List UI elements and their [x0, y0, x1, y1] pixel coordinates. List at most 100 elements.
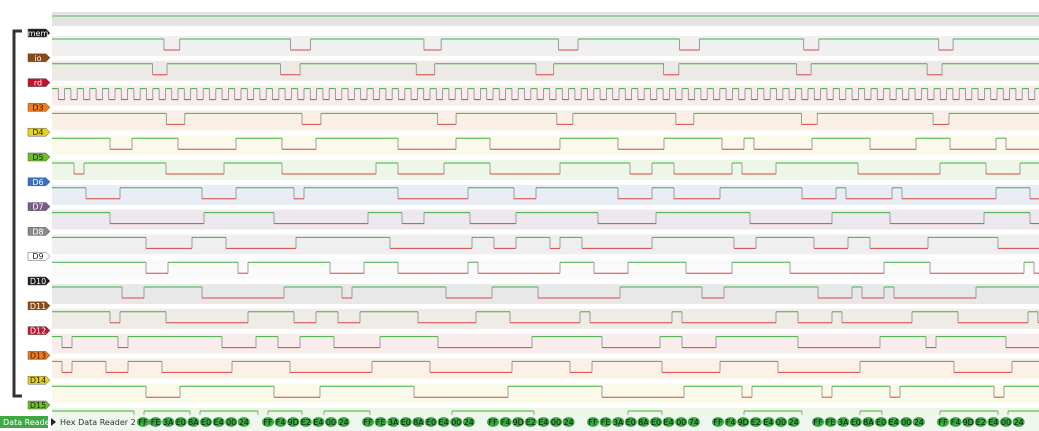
byte-cell	[487, 417, 499, 427]
channel-label: D4	[32, 128, 43, 137]
byte-cell	[724, 417, 737, 427]
channel-band	[52, 358, 1039, 379]
byte-cell	[149, 417, 162, 427]
analyzer-value-label: Hex Data Reader 2 Value	[60, 418, 160, 427]
byte-cell	[512, 417, 525, 427]
analyzer-tag	[0, 416, 48, 428]
byte-value: F4	[276, 418, 286, 427]
channel-tag	[27, 375, 51, 385]
byte-value: E0	[651, 418, 661, 427]
byte-cell	[624, 417, 637, 427]
byte-cell	[712, 417, 724, 427]
byte-value: 24	[789, 418, 799, 427]
byte-value: E0	[626, 418, 636, 427]
channel-label: D7	[32, 203, 43, 212]
byte-cell	[437, 417, 450, 427]
byte-value: 24	[239, 418, 249, 427]
byte-cell	[137, 417, 149, 427]
channel-tag	[27, 78, 51, 87]
expand-arrow[interactable]	[51, 418, 56, 426]
channel-tag	[27, 28, 51, 38]
byte-cell	[900, 417, 913, 427]
byte-cell	[937, 417, 949, 427]
byte-value: E0	[176, 418, 186, 427]
byte-cell	[337, 417, 350, 427]
byte-value: FE	[376, 418, 386, 427]
byte-value: E0	[876, 418, 886, 427]
byte-value: E4	[664, 418, 674, 427]
byte-cell	[325, 417, 337, 427]
byte-cell	[662, 417, 675, 427]
byte-cell	[387, 417, 400, 427]
channel-tag	[27, 227, 51, 236]
channel-band	[52, 60, 1039, 81]
byte-cell	[637, 417, 650, 427]
byte-cell	[824, 417, 837, 427]
byte-cell	[200, 417, 212, 427]
channel-band	[52, 308, 1039, 329]
channel-label: D9	[32, 252, 43, 261]
byte-value: 24	[339, 418, 349, 427]
byte-value: 74	[689, 418, 699, 427]
byte-cell	[599, 417, 612, 427]
timeline-header	[52, 12, 1039, 26]
byte-value: 24	[1014, 418, 1024, 427]
channel-tag	[27, 202, 51, 211]
channel-tag	[27, 351, 51, 360]
byte-value: FE	[826, 418, 836, 427]
byte-cell	[537, 417, 550, 427]
channel-label: mem	[28, 29, 49, 38]
byte-value: E0	[426, 418, 436, 427]
byte-value: 3A	[163, 418, 174, 427]
channel-tag	[27, 177, 51, 187]
byte-cell	[837, 417, 850, 427]
byte-cell	[287, 417, 300, 427]
byte-value: 8A	[863, 418, 874, 427]
channel-band	[52, 234, 1039, 255]
byte-cell	[762, 417, 775, 427]
channel-label: D6	[32, 178, 43, 187]
channel-band	[52, 209, 1039, 230]
byte-cell	[312, 417, 325, 427]
byte-cell	[912, 417, 925, 427]
channel-label: D14	[30, 376, 46, 385]
byte-cell	[412, 417, 425, 427]
byte-cell	[849, 417, 862, 427]
byte-cell	[974, 417, 987, 427]
byte-value: E4	[763, 418, 773, 427]
byte-value: E4	[214, 418, 224, 427]
byte-value: FE	[601, 418, 611, 427]
byte-value: FF	[488, 418, 498, 427]
byte-cell	[812, 417, 824, 427]
byte-cell	[787, 417, 800, 427]
byte-cell	[550, 417, 562, 427]
byte-value: FF	[263, 418, 273, 427]
channel-label: io	[34, 54, 41, 63]
byte-value: E4	[313, 418, 323, 427]
byte-cell	[450, 417, 463, 427]
byte-value: 00	[901, 418, 911, 427]
byte-cell	[524, 417, 537, 427]
byte-cell	[587, 417, 599, 427]
byte-cell	[1012, 417, 1025, 427]
channel-tag	[27, 400, 51, 410]
channel-label: D8	[32, 227, 43, 236]
byte-value: 3A	[388, 418, 399, 427]
byte-cell	[749, 417, 762, 427]
byte-cell	[362, 417, 374, 427]
byte-value: E4	[988, 418, 998, 427]
byte-value: 00	[676, 418, 686, 427]
byte-value: 8A	[188, 418, 199, 427]
byte-value: FF	[138, 418, 148, 427]
byte-cell	[612, 417, 625, 427]
channel-label: D3	[32, 103, 43, 112]
byte-value: F4	[501, 418, 511, 427]
byte-cell	[374, 417, 387, 427]
byte-cell	[650, 417, 662, 427]
channel-label: rd	[34, 79, 42, 88]
byte-value: 00	[451, 418, 461, 427]
byte-value: E0	[851, 418, 861, 427]
byte-value: 8A	[638, 418, 649, 427]
byte-cell	[887, 417, 900, 427]
